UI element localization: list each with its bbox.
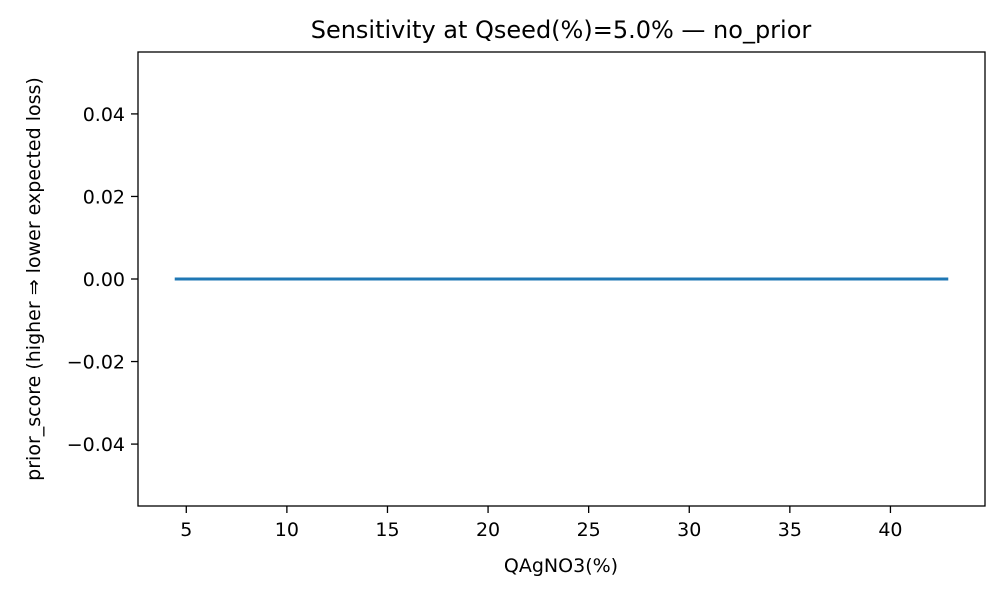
x-tick-label: 5 [180, 519, 192, 541]
x-tick-label: 40 [878, 519, 902, 541]
x-tick-label: 15 [375, 519, 399, 541]
y-tick-label: 0.04 [83, 104, 125, 126]
y-axis-label: prior_score (higher ⇒ lower expected los… [23, 77, 45, 481]
y-tick-label: 0.02 [83, 186, 125, 208]
y-tick-label: 0.00 [83, 269, 125, 291]
chart-title: Sensitivity at Qseed(%)=5.0% — no_prior [311, 16, 812, 44]
x-tick-label: 20 [476, 519, 500, 541]
x-axis-label: QAgNO3(%) [504, 555, 618, 577]
y-tick-label: −0.04 [67, 434, 125, 456]
y-tick-label: −0.02 [67, 352, 125, 374]
x-tick-label: 30 [677, 519, 701, 541]
x-tick-label: 10 [275, 519, 299, 541]
plot-area: 5 10 15 20 25 30 35 40 −0.04 −0.02 0.00 0.02 0.04 [67, 51, 986, 541]
x-tick-label: 25 [577, 519, 601, 541]
x-tick-label: 35 [778, 519, 802, 541]
